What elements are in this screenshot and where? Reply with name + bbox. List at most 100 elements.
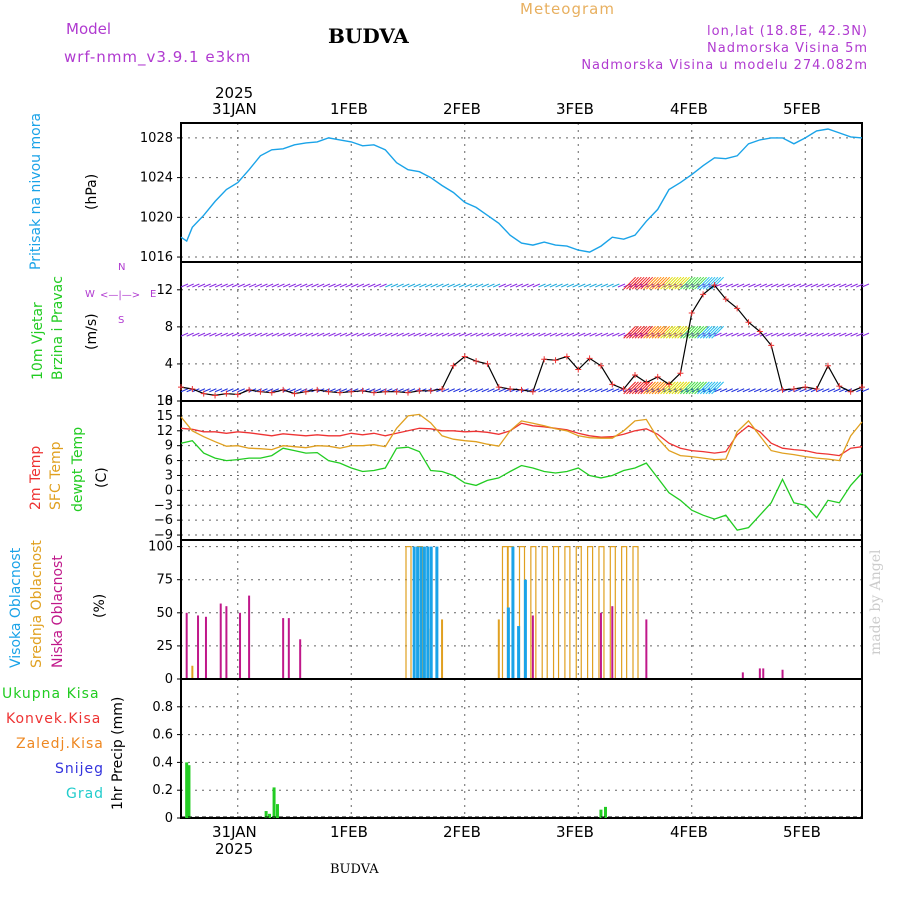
wind-barb	[850, 332, 858, 337]
wind-barb	[651, 381, 665, 395]
wind-barb	[645, 381, 659, 395]
wind-barb	[385, 332, 393, 337]
wind-gust-marker	[336, 389, 343, 396]
wind-gust-marker	[677, 370, 684, 377]
wind-barb	[368, 388, 376, 393]
wind-barb	[271, 283, 279, 288]
wind-barb	[759, 283, 768, 288]
wind-barb	[861, 388, 870, 393]
wind-barb	[583, 283, 592, 288]
wind-gust-marker	[268, 389, 275, 396]
wind-barb	[566, 283, 575, 288]
precip-bar	[187, 765, 191, 818]
wind-barb	[402, 388, 410, 393]
wind-gust-marker	[257, 388, 264, 395]
wind-barb	[413, 283, 421, 288]
wind-barb	[555, 283, 563, 288]
wind-barb	[288, 388, 297, 393]
wind-barb	[402, 283, 410, 288]
bottom-day-label: 2FEB	[443, 823, 481, 841]
wind-barb	[447, 332, 455, 337]
wind-barb	[407, 388, 416, 393]
wind-barb	[299, 332, 308, 337]
wind-barb	[663, 381, 676, 395]
wind-barb	[447, 283, 455, 288]
wind-gust-marker	[643, 379, 650, 386]
wind-barb	[660, 325, 673, 339]
wind-barb	[532, 332, 541, 337]
wind-barb	[390, 332, 399, 337]
y-tick-label: 8	[165, 320, 173, 335]
wind-barb	[759, 388, 768, 393]
wind-barb	[691, 325, 705, 339]
compass-e: E	[150, 289, 157, 300]
wind-barb	[765, 332, 773, 337]
wind-barb	[660, 276, 673, 290]
wind-barb	[725, 283, 733, 288]
wind-barb	[305, 283, 314, 288]
wind-barb	[626, 325, 639, 339]
wind-barb	[648, 325, 662, 339]
wind-barb	[470, 388, 478, 393]
wind-barb	[549, 332, 558, 337]
wind-barb	[694, 381, 707, 395]
wind-gust-marker	[427, 387, 434, 394]
wind-barb	[671, 276, 685, 290]
wind-barb	[788, 283, 796, 288]
compass-icon: <—|—>	[100, 290, 141, 301]
wind-barb	[793, 332, 802, 337]
wind-barb	[742, 332, 751, 337]
wind-barb	[538, 332, 546, 337]
wind-barb	[705, 276, 719, 290]
wind-barb	[424, 332, 433, 337]
y-tick-label: 1020	[140, 210, 173, 225]
wind-barb	[209, 332, 217, 337]
wind-gust-marker	[836, 383, 843, 390]
y-tick-label: 4	[165, 357, 173, 372]
wind-barb	[711, 325, 724, 339]
wind-barb	[612, 388, 620, 393]
wind-barb	[475, 283, 484, 288]
wind-barb	[634, 325, 648, 339]
wind-barb	[736, 283, 745, 288]
wind-barb	[203, 283, 211, 288]
wind-barb	[682, 381, 696, 395]
wind-barb	[793, 388, 802, 393]
wind-gust-marker	[609, 381, 616, 388]
bottom-day-label: 31JAN	[212, 823, 257, 841]
wind-barb	[555, 388, 563, 393]
wind-barb	[677, 276, 690, 290]
footer-station: BUDVA	[330, 862, 379, 877]
precip-bar	[603, 806, 607, 818]
wind-barb	[396, 283, 404, 288]
wind-barb	[356, 332, 365, 337]
wind-barb	[708, 325, 722, 339]
y-tick-label: 0	[165, 811, 173, 826]
cloud-bar	[219, 603, 222, 679]
wind-barb	[822, 332, 830, 337]
y-tick-label: 50	[156, 606, 173, 621]
wind-barb	[487, 332, 495, 337]
wind-barb	[237, 388, 245, 393]
wind-barb	[719, 332, 728, 337]
wind-barb	[822, 388, 830, 393]
wind-barb	[788, 332, 796, 337]
wind-barb	[637, 325, 651, 339]
wind-barb	[481, 283, 489, 288]
wind-barb	[711, 381, 724, 395]
precip-panel-frame	[180, 678, 863, 819]
wind-barb	[697, 325, 710, 339]
wind-barb	[771, 388, 779, 393]
wind-barb	[844, 332, 853, 337]
wind-barb	[600, 283, 609, 288]
cloud-bar	[552, 546, 560, 680]
wind-barb	[214, 283, 223, 288]
model-label: Model	[66, 20, 112, 38]
wind-barb	[407, 332, 416, 337]
wind-gust-marker	[439, 385, 446, 392]
wind-barb	[351, 283, 359, 288]
wind-barb	[544, 332, 552, 337]
wind-barb	[765, 388, 773, 393]
cloud-bar	[239, 612, 242, 679]
wind-barb	[430, 283, 438, 288]
